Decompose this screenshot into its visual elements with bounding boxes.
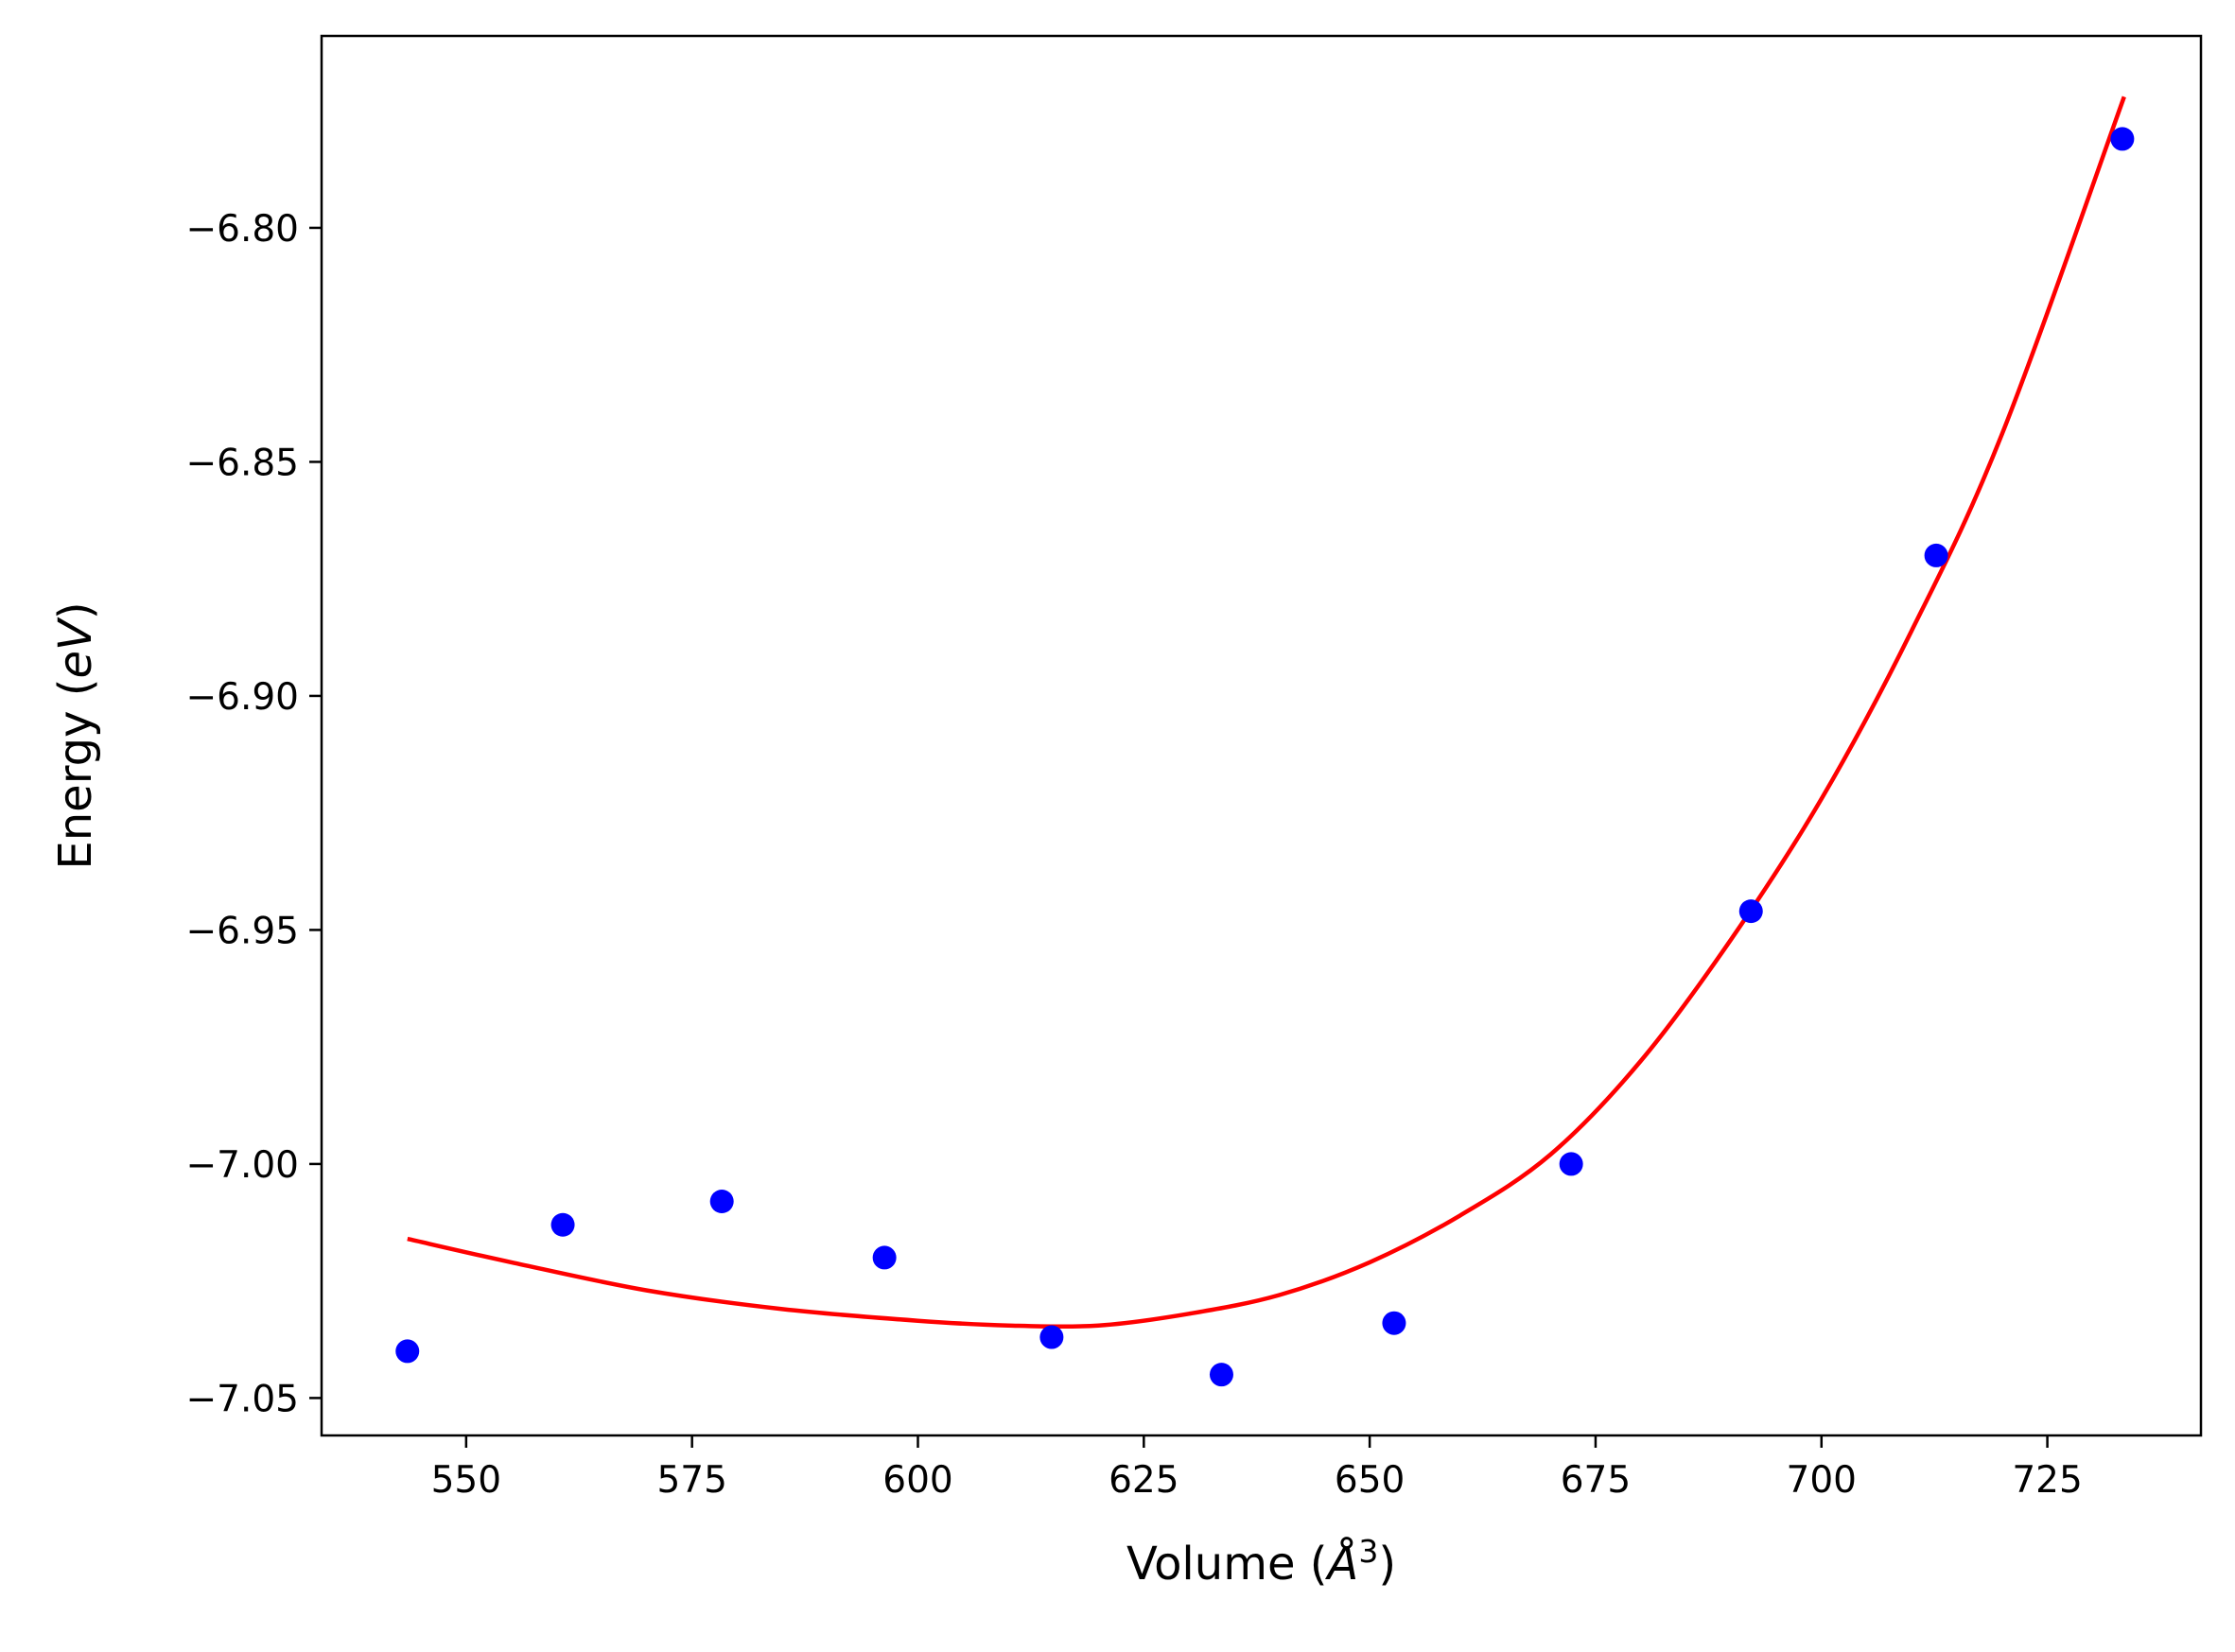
data-point [2110,127,2135,151]
x-tick-label: 550 [431,1459,501,1502]
data-point [1924,543,1948,567]
data-point [1382,1311,1406,1335]
data-point [550,1212,575,1237]
y-axis-label-suffix: ) [49,601,102,619]
fit-curve-series [407,96,2126,1330]
x-axis-label-prefix: Volume ( [1126,1538,1328,1591]
data-point [395,1339,420,1364]
y-tick-label: −6.95 [185,910,299,952]
y-tick-label: −6.80 [185,208,299,251]
x-tick-label: 700 [1787,1459,1857,1502]
data-point [1039,1325,1064,1349]
y-axis-label-symbol: eV [49,617,102,679]
y-axis-label-prefix: Energy ( [49,679,102,870]
plot-area [395,96,2135,1387]
data-point [709,1190,734,1214]
x-axis-label: Volume (Å3) [1126,1533,1396,1591]
data-points-layer [395,127,2135,1387]
plot-frame [320,34,2203,1437]
data-point [1738,899,1763,924]
x-tick-label: 575 [656,1459,726,1502]
data-point [1209,1363,1233,1387]
y-axis: −6.80 −6.85 −6.90 −6.95 −7.00 −7.05 [185,208,322,1420]
x-axis-label-suffix: ) [1378,1538,1396,1591]
x-axis: 550 575 600 625 650 675 700 725 [431,1435,2083,1502]
y-tick-label: −6.90 [185,676,299,719]
y-tick-label: −7.05 [185,1378,299,1420]
x-tick-label: 675 [1561,1459,1631,1502]
x-tick-label: 650 [1335,1459,1405,1502]
x-axis-label-symbol: Å [1324,1537,1358,1591]
x-tick-label: 725 [2012,1459,2082,1502]
y-tick-label: −7.00 [185,1144,299,1187]
x-tick-label: 600 [882,1459,952,1502]
y-tick-label: −6.85 [185,442,299,484]
y-axis-label: Energy (eV) [49,601,102,869]
data-point [1559,1152,1583,1176]
x-tick-label: 625 [1109,1459,1179,1502]
x-axis-label-exponent: 3 [1358,1533,1378,1570]
data-point [872,1245,897,1270]
